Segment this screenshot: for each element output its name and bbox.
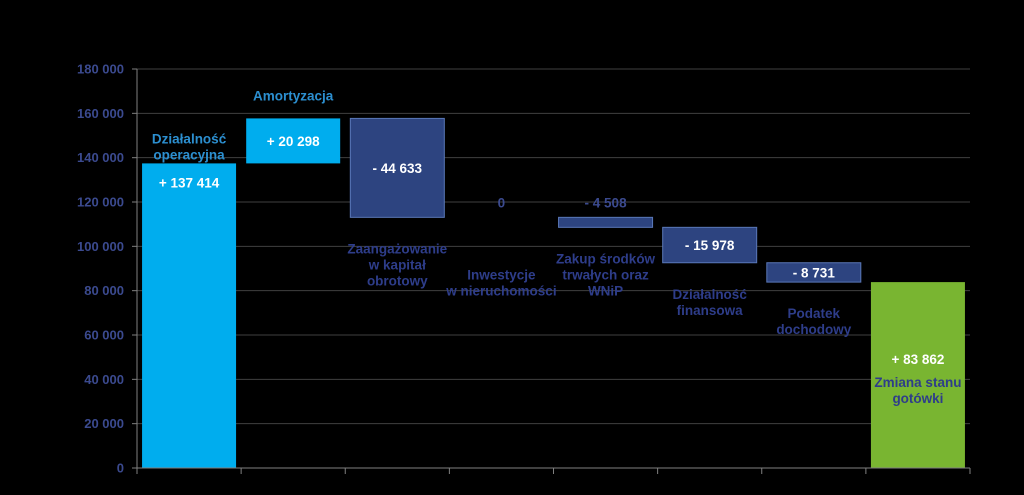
y-tick-label: 100 000 [77,239,124,254]
y-tick-label: 40 000 [84,372,124,387]
y-tick-label: 80 000 [84,283,124,298]
y-axis-tick-labels: 0 20 000 40 000 60 000 80 000 100 000 120 000 1… [77,62,124,476]
value-label-5: - 4 508 [585,195,628,210]
grid-lines [137,68,970,425]
y-tick-label: 160 000 [77,106,124,121]
bar-step-7 [766,262,862,283]
value-label-4: 0 [498,195,506,210]
y-tick-label: 0 [117,461,124,476]
axes [132,68,971,474]
category-label-8: Zmiana stanu gotówki [874,375,961,406]
bar-step-1 [142,163,237,468]
bar-step-8 [870,282,965,468]
category-label-7: Podatek dochodowy [776,306,851,337]
value-label-7: - 8 731 [793,265,836,280]
y-tick-label: 120 000 [77,195,124,210]
value-label-1: + 137 414 [159,175,220,190]
y-tick-label: 180 000 [77,62,124,77]
bar-step-3 [349,117,445,218]
value-labels: + 137 414 + 20 298 - 44 633 0 - 4 508 - 15 97… [159,134,945,367]
category-label-5: Zakup środków trwałych oraz WNiP [556,251,656,298]
category-label-6: Działalność finansowa [673,287,748,318]
category-labels: Działalność operacyjna Amortyzacja Zaangażo… [152,88,962,406]
category-label-2: Amortyzacja [253,88,334,103]
value-label-6: - 15 978 [685,238,735,253]
value-label-2: + 20 298 [267,134,320,149]
y-tick-label: 20 000 [84,416,124,431]
bar-step-6 [662,226,758,264]
value-label-8: + 83 862 [891,352,944,367]
bars [142,117,965,468]
y-tick-label: 140 000 [77,150,124,165]
y-tick-label: 60 000 [84,328,124,343]
bar-step-2 [246,118,341,164]
category-label-4: Inwestycje w nieruchomości [445,267,556,298]
category-label-3: Zaangażowanie w kapitał obrotowy [347,241,447,288]
category-label-1: Działalność operacyjna [152,131,227,162]
bar-step-5 [558,216,654,228]
value-label-3: - 44 633 [373,161,423,176]
